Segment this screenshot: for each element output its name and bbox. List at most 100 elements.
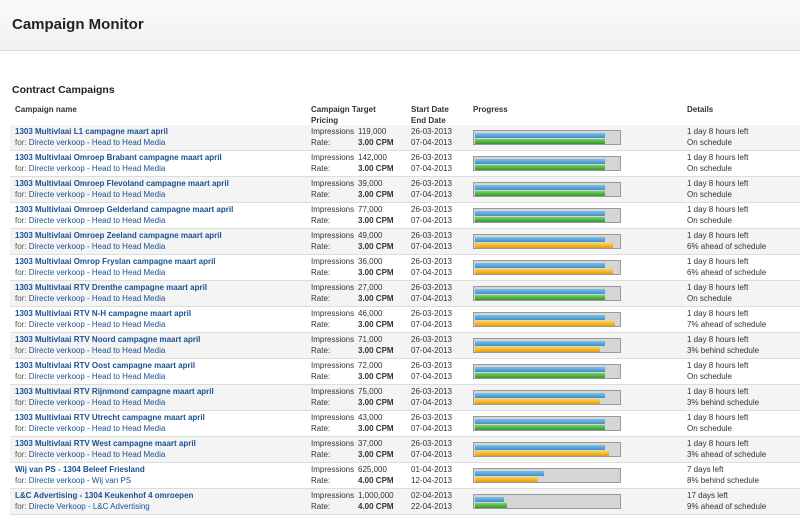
schedule-status: On schedule <box>687 293 732 303</box>
campaign-advertiser-link[interactable]: Directe verkoop - Head to Head Media <box>28 241 166 251</box>
start-date: 26-03-2013 <box>411 179 452 188</box>
target-labels: Impressions Rate: <box>311 179 354 200</box>
target-labels: Impressions Rate: <box>311 491 354 512</box>
campaign-advertiser-link[interactable]: Directe verkoop - Head to Head Media <box>28 319 166 329</box>
column-header-target-line2: Pricing <box>311 116 339 125</box>
date-range: 26-03-2013 07-04-2013 <box>411 361 452 382</box>
impressions-value: 36,000 <box>358 257 383 266</box>
campaign-advertiser-link[interactable]: Directe Verkoop - L&C Advertising <box>28 501 150 511</box>
delivery-progress-fill <box>475 295 605 300</box>
time-progress-fill <box>475 419 605 424</box>
campaign-advertiser-link[interactable]: Directe verkoop - Head to Head Media <box>28 163 166 173</box>
impressions-label: Impressions <box>311 309 355 318</box>
progress-bar <box>473 182 621 197</box>
campaign-advertiser-link[interactable]: Directe verkoop - Head to Head Media <box>28 423 166 433</box>
date-range: 26-03-2013 07-04-2013 <box>411 335 452 356</box>
campaign-name-link[interactable]: 1303 Multivlaai Omrop Fryslan campagne m… <box>15 257 216 266</box>
campaign-name-link[interactable]: 1303 Multivlaai Omroep Zeeland campagne … <box>15 231 222 240</box>
campaign-cell: Wij van PS - 1304 Beleef Friesland for: … <box>15 465 145 486</box>
time-left: 17 days left <box>687 491 728 500</box>
campaign-name-link[interactable]: 1303 Multivlaai RTV West campagne maart … <box>15 439 196 448</box>
campaign-name-link[interactable]: 1303 Multivlaai Omroep Brabant campagne … <box>15 153 222 162</box>
date-range: 26-03-2013 07-04-2013 <box>411 439 452 460</box>
progress-bar <box>473 156 621 171</box>
delivery-progress-fill <box>475 191 605 196</box>
table-row: 1303 Multivlaai Omroep Gelderland campag… <box>10 203 800 229</box>
rate-value: 3.00 CPM <box>358 137 394 147</box>
table-row: 1303 Multivlaai RTV Oost campagne maart … <box>10 359 800 385</box>
campaign-advertiser-link[interactable]: Directe verkoop - Head to Head Media <box>28 267 166 277</box>
table-row: 1303 Multivlaai Omroep Brabant campagne … <box>10 151 800 177</box>
delivery-progress-fill <box>475 373 605 378</box>
campaign-for-prefix: for: <box>15 371 27 381</box>
details-cell: 1 day 8 hours left 3% behind schedule <box>687 387 759 408</box>
campaign-name-link[interactable]: 1303 Multivlaai RTV Utrecht campagne maa… <box>15 413 205 422</box>
details-cell: 1 day 8 hours left On schedule <box>687 205 748 226</box>
campaign-for-prefix: for: <box>15 137 27 147</box>
progress-bar <box>473 260 621 275</box>
rate-label: Rate: <box>311 397 331 407</box>
campaign-cell: 1303 Multivlaai Omroep Zeeland campagne … <box>15 231 222 252</box>
page-header: Campaign Monitor <box>0 0 800 51</box>
impressions-label: Impressions <box>311 179 355 188</box>
target-labels: Impressions Rate: <box>311 205 354 226</box>
schedule-status: 9% ahead of schedule <box>687 501 767 511</box>
target-labels: Impressions Rate: <box>311 127 354 148</box>
schedule-status: 6% ahead of schedule <box>687 241 767 251</box>
campaign-advertiser-link[interactable]: Directe verkoop - Head to Head Media <box>28 449 166 459</box>
end-date: 12-04-2013 <box>411 475 452 485</box>
campaign-advertiser-link[interactable]: Directe verkoop - Head to Head Media <box>28 293 166 303</box>
campaign-for: for: Directe verkoop - Head to Head Medi… <box>15 268 216 279</box>
schedule-status: 6% ahead of schedule <box>687 267 767 277</box>
campaign-advertiser-link[interactable]: Directe verkoop - Head to Head Media <box>28 371 166 381</box>
campaign-name-link[interactable]: 1303 Multivlaai Omroep Flevoland campagn… <box>15 179 229 188</box>
impressions-value: 37,000 <box>358 439 383 448</box>
campaign-advertiser-link[interactable]: Directe verkoop - Head to Head Media <box>28 189 166 199</box>
campaign-name-link[interactable]: 1303 Multivlaai RTV Noord campagne maart… <box>15 335 201 344</box>
target-labels: Impressions Rate: <box>311 153 354 174</box>
start-date: 01-04-2013 <box>411 465 452 474</box>
target-values: 142,000 3.00 CPM <box>358 153 394 174</box>
details-cell: 1 day 8 hours left On schedule <box>687 127 748 148</box>
target-labels: Impressions Rate: <box>311 387 354 408</box>
target-values: 72,000 3.00 CPM <box>358 361 394 382</box>
campaign-name-link[interactable]: 1303 Multivlaai RTV Drenthe campagne maa… <box>15 283 208 292</box>
start-date: 26-03-2013 <box>411 153 452 162</box>
impressions-label: Impressions <box>311 413 355 422</box>
campaign-for: for: Directe verkoop - Head to Head Medi… <box>15 346 200 357</box>
impressions-label: Impressions <box>311 439 355 448</box>
time-left: 1 day 8 hours left <box>687 361 749 370</box>
campaign-name-link[interactable]: 1303 Multivlaai Omroep Gelderland campag… <box>15 205 234 214</box>
campaign-for-prefix: for: <box>15 189 27 199</box>
campaign-advertiser-link[interactable]: Directe verkoop - Head to Head Media <box>28 345 166 355</box>
campaign-advertiser-link[interactable]: Directe verkoop - Head to Head Media <box>28 397 166 407</box>
rate-label: Rate: <box>311 501 331 511</box>
column-header-name: Campaign name <box>15 105 77 114</box>
details-cell: 1 day 8 hours left On schedule <box>687 413 748 434</box>
progress-bar <box>473 312 621 327</box>
campaign-name-link[interactable]: 1303 Multivlaai L1 campagne maart april <box>15 127 168 136</box>
campaign-name-link[interactable]: 1303 Multivlaai RTV Rijnmond campagne ma… <box>15 387 214 396</box>
schedule-status: 3% behind schedule <box>687 345 760 355</box>
campaign-name-link[interactable]: 1303 Multivlaai RTV N-H campagne maart a… <box>15 309 192 318</box>
table-row: 1303 Multivlaai Omrop Fryslan campagne m… <box>10 255 800 281</box>
campaign-advertiser-link[interactable]: Directe verkoop - Head to Head Media <box>28 137 166 147</box>
rate-value: 3.00 CPM <box>358 189 394 199</box>
campaign-for: for: Directe verkoop - Head to Head Medi… <box>15 164 222 175</box>
campaign-name-link[interactable]: Wij van PS - 1304 Beleef Friesland <box>15 465 145 474</box>
campaign-advertiser-link[interactable]: Directe verkoop - Head to Head Media <box>28 215 166 225</box>
impressions-value: 46,000 <box>358 309 383 318</box>
time-left: 1 day 8 hours left <box>687 335 749 344</box>
start-date: 26-03-2013 <box>411 387 452 396</box>
target-labels: Impressions Rate: <box>311 361 354 382</box>
start-date: 26-03-2013 <box>411 127 452 136</box>
impressions-value: 27,000 <box>358 283 383 292</box>
campaign-advertiser-link[interactable]: Directe verkoop - Wij van PS <box>28 475 132 485</box>
campaign-name-link[interactable]: L&C Advertising - 1304 Keukenhof 4 omroe… <box>15 491 194 500</box>
campaign-name-link[interactable]: 1303 Multivlaai RTV Oost campagne maart … <box>15 361 196 370</box>
campaign-for: for: Directe verkoop - Head to Head Medi… <box>15 424 205 435</box>
target-labels: Impressions Rate: <box>311 465 354 486</box>
campaign-for: for: Directe verkoop - Head to Head Medi… <box>15 216 233 227</box>
table-row: 1303 Multivlaai RTV Noord campagne maart… <box>10 333 800 359</box>
table-row: 1303 Multivlaai RTV Rijnmond campagne ma… <box>10 385 800 411</box>
